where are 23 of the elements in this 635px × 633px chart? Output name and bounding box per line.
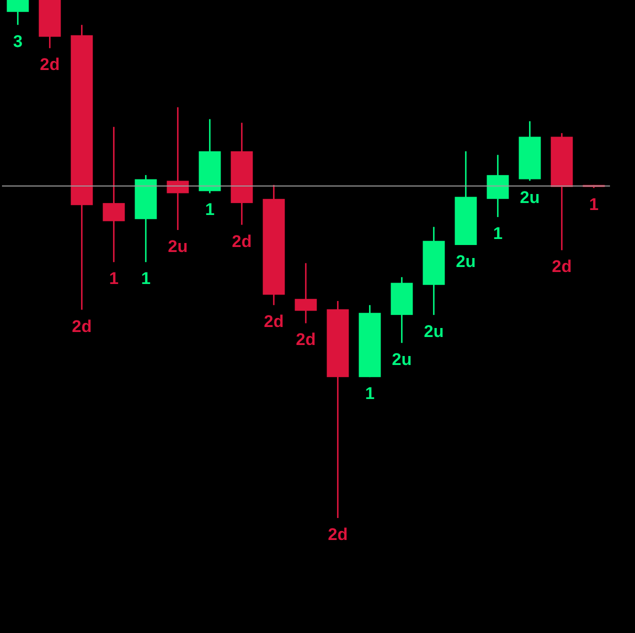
annotation: 2d <box>296 330 316 350</box>
candlestick <box>6 0 29 26</box>
candlestick <box>294 262 317 324</box>
annotation: 2u <box>392 350 412 369</box>
annotation: 3 <box>13 32 23 51</box>
candlestick <box>486 154 509 218</box>
annotation: 2u <box>168 236 188 256</box>
annotation: 2u <box>520 188 540 207</box>
annotation: 2d <box>72 316 92 336</box>
annotation: 2u <box>424 322 444 341</box>
annotation: 1 <box>141 269 151 288</box>
annotation: 1 <box>493 224 503 244</box>
annotation: 1 <box>589 195 599 214</box>
text: 2d <box>328 525 348 544</box>
annotation: 2d <box>232 232 252 251</box>
annotation: 2d <box>264 312 284 332</box>
candlestick <box>102 126 125 263</box>
annotation: 2u <box>456 252 476 272</box>
annotation: 1 <box>365 384 375 404</box>
annotation: 1 <box>205 200 215 220</box>
annotation: 1 <box>109 269 119 288</box>
annotation: 2d <box>552 257 572 276</box>
annotation: 2d <box>40 55 60 74</box>
